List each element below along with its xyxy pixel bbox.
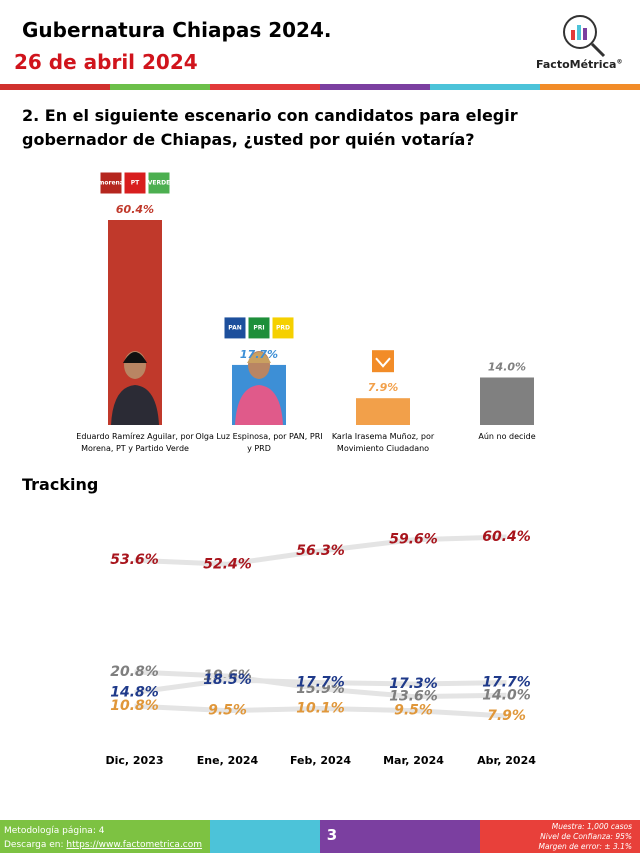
value-label: 10.1% — [296, 701, 345, 717]
download: Descarga en: https://www.factometrica.co… — [4, 838, 202, 852]
value-label: 10.8% — [110, 698, 159, 714]
value-label: 53.6% — [110, 552, 159, 568]
stripe — [430, 84, 540, 90]
party-logo-text: VERDE — [148, 180, 170, 187]
value-label: 17.7% — [296, 675, 345, 691]
photo-hair — [123, 352, 147, 363]
trend-line — [134, 534, 507, 567]
category-label: Karla Irasema Muñoz, por Movimiento Ciud… — [331, 432, 435, 453]
category-label: Eduardo Ramírez Aguilar, por Morena, PT … — [76, 432, 194, 453]
party-logo-text: PAN — [228, 324, 242, 331]
value-label: 20.8% — [110, 664, 159, 680]
download-label: Descarga en: — [4, 840, 64, 850]
logo-icon — [590, 42, 606, 58]
footer-left: Metodología página: 4 Descarga en: https… — [4, 824, 202, 852]
section-title: Tracking — [22, 475, 99, 494]
logo-icon — [583, 28, 587, 40]
x-tick-label: Feb, 2024 — [290, 754, 351, 767]
value-label: 17.3% — [389, 676, 438, 692]
bar — [356, 398, 410, 425]
value-label: 60.4% — [482, 529, 531, 545]
party-logo-text: PRI — [253, 324, 264, 331]
party-logo — [372, 350, 394, 373]
category-label: Aún no decide — [478, 432, 536, 441]
category-label: Olga Luz Espinosa, por PAN, PRI y PRD — [195, 432, 323, 453]
photo-hair — [247, 352, 271, 363]
footer-band — [0, 820, 210, 853]
stripe — [320, 84, 430, 90]
value-label: 17.7% — [482, 675, 531, 691]
value-label: 59.6% — [389, 532, 438, 548]
value-label: 18.5% — [203, 672, 252, 688]
value-label: 7.9% — [368, 381, 399, 394]
value-label: 56.3% — [296, 543, 345, 559]
x-tick-label: Ene, 2024 — [197, 754, 259, 767]
footer-band — [320, 820, 480, 853]
party-logo-text: morena — [98, 180, 124, 187]
value-label: 14.0% — [482, 687, 531, 703]
value-label: 9.5% — [394, 703, 433, 719]
sample: Muestra: 1,000 casos — [551, 822, 632, 831]
brand: FactoMétrica® — [536, 58, 622, 71]
value-label: 9.5% — [208, 703, 247, 719]
party-logo — [123, 171, 147, 195]
x-tick-label: Abr, 2024 — [477, 754, 536, 767]
page-number: 3 — [326, 826, 338, 844]
footer-right: Muestra: 1,000 casos Nivel de Confianza:… — [538, 822, 632, 852]
logo-icon — [571, 30, 575, 40]
party-logo-text: PRD — [276, 324, 290, 331]
bar — [480, 377, 534, 425]
footer-band — [210, 820, 320, 853]
party-logo — [147, 171, 171, 195]
x-tick-label: Dic, 2023 — [105, 754, 163, 767]
confidence: Nivel de Confianza: 95% — [540, 832, 632, 841]
value-label: 60.4% — [116, 203, 154, 216]
value-label: 13.6% — [389, 689, 438, 705]
trend-line — [134, 669, 507, 700]
party-logo — [247, 316, 271, 340]
stripe — [0, 84, 110, 90]
logo-icon — [563, 15, 597, 49]
value-label: 14.0% — [488, 360, 526, 373]
footer-band — [480, 820, 640, 853]
party-logo — [223, 316, 247, 340]
photo-body — [235, 385, 283, 425]
title: Gubernatura Chiapas 2024. — [22, 18, 332, 42]
party-logo — [99, 171, 123, 195]
photo-body — [111, 385, 159, 425]
logo-icon — [577, 25, 581, 40]
stripe — [210, 84, 320, 90]
question: 2. En el siguiente escenario con candida… — [22, 106, 518, 149]
stripe — [540, 84, 640, 90]
party-logo-mark — [375, 357, 391, 368]
methodology: Metodología página: 4 — [4, 826, 105, 836]
trend-line — [134, 677, 507, 696]
value-label: 7.9% — [487, 708, 526, 724]
trend-line — [134, 703, 507, 719]
x-tick-label: Mar, 2024 — [383, 754, 444, 767]
brand-name: FactoMétrica — [536, 58, 617, 71]
date: 26 de abril 2024 — [14, 50, 198, 74]
stripe — [110, 84, 210, 90]
value-label: 52.4% — [203, 556, 252, 572]
party-logo — [271, 316, 295, 340]
party-logo-text: PT — [131, 180, 140, 187]
margin: Margen de error: ± 3.1% — [538, 842, 632, 851]
value-label: 14.8% — [110, 685, 159, 701]
url[interactable]: https://www.factometrica.com — [66, 840, 203, 850]
value-label: 17.7% — [240, 348, 278, 361]
brand-mark: ® — [616, 58, 623, 66]
